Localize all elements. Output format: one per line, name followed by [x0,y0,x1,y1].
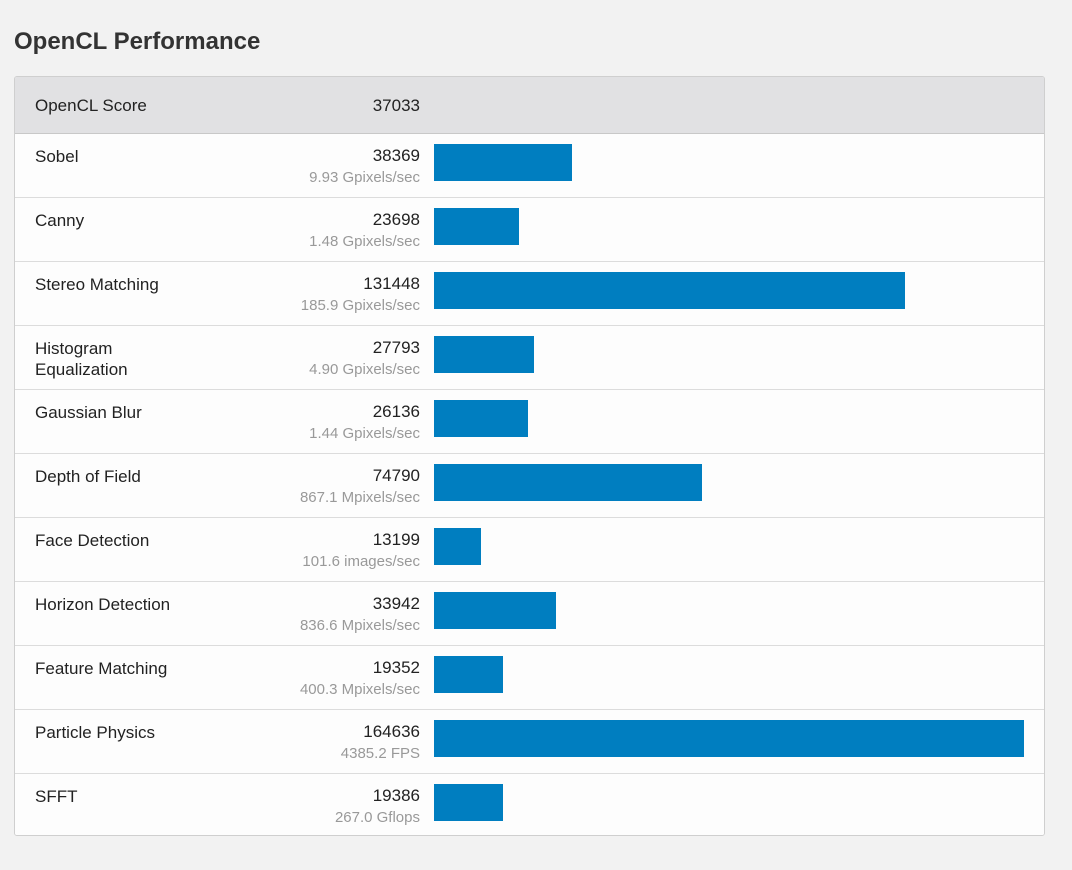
benchmark-score: 19352 [372,658,420,677]
benchmark-table: OpenCL Score 37033 Sobel 38369 9.93 Gpixel… [14,76,1045,836]
benchmark-score: 33942 [372,594,420,613]
summary-score: 37033 [372,96,420,115]
score-bar [434,272,905,309]
table-row: SFFT 19386 267.0 Gflops [15,774,1044,835]
benchmark-name: Stereo Matching [35,275,159,294]
table-row: Particle Physics 164636 4385.2 FPS [15,710,1044,774]
benchmark-rate: 836.6 Mpixels/sec [299,617,420,634]
table-row: Depth of Field 74790 867.1 Mpixels/sec [15,454,1044,518]
benchmark-rate: 4.90 Gpixels/sec [309,361,420,378]
score-bar [434,464,702,501]
benchmark-score: 19386 [372,786,420,805]
page-title: OpenCL Performance [14,28,261,55]
score-bar [434,656,503,693]
summary-row: OpenCL Score 37033 [15,77,1044,134]
score-bar [434,208,519,245]
benchmark-name: Feature Matching [35,659,168,678]
table-row: Horizon Detection 33942 836.6 Mpixels/sec [15,582,1044,646]
benchmark-name: Gaussian Blur [35,403,142,422]
benchmark-rate: 101.6 images/sec [302,553,420,570]
score-bar [434,592,556,629]
score-bar [434,144,572,181]
table-row: Gaussian Blur 26136 1.44 Gpixels/sec [15,390,1044,454]
benchmark-name: Canny [35,211,85,230]
benchmark-score: 131448 [363,274,420,293]
table-row: Stereo Matching 131448 185.9 Gpixels/sec [15,262,1044,326]
benchmark-score: 38369 [372,146,420,165]
benchmark-rate: 400.3 Mpixels/sec [299,681,420,698]
benchmark-score: 164636 [363,722,420,741]
benchmark-name: Face Detection [35,531,150,550]
benchmark-score: 26136 [372,402,420,421]
benchmark-rate: 9.93 Gpixels/sec [309,169,420,186]
benchmark-rate: 867.1 Mpixels/sec [299,489,420,506]
summary-label: OpenCL Score [35,96,147,115]
benchmark-rate: 267.0 Gflops [334,809,420,826]
table-row: Sobel 38369 9.93 Gpixels/sec [15,134,1044,198]
benchmark-score: 27793 [372,338,420,357]
score-bar [434,784,503,821]
benchmark-name: Sobel [35,147,79,166]
benchmark-score: 23698 [372,210,420,229]
score-bar [434,400,528,437]
benchmark-rate: 1.44 Gpixels/sec [309,425,420,442]
benchmark-name: SFFT [35,787,78,806]
benchmark-rate: 1.48 Gpixels/sec [309,233,420,250]
benchmark-name: Particle Physics [35,723,155,742]
benchmark-name: Horizon Detection [35,595,171,614]
benchmark-name: Depth of Field [35,467,141,486]
score-bar [434,336,534,373]
benchmark-name: Histogram Equalization [35,339,128,379]
score-bar [434,720,1024,757]
table-row: Canny 23698 1.48 Gpixels/sec [15,198,1044,262]
score-bar [434,528,481,565]
table-row: Feature Matching 19352 400.3 Mpixels/sec [15,646,1044,710]
table-row: Face Detection 13199 101.6 images/sec [15,518,1044,582]
table-row: Histogram Equalization 27793 4.90 Gpixels/… [15,326,1044,390]
benchmark-rate: 4385.2 FPS [340,745,420,762]
benchmark-score: 13199 [372,530,420,549]
benchmark-rate: 185.9 Gpixels/sec [300,297,420,314]
benchmark-score: 74790 [372,466,420,485]
